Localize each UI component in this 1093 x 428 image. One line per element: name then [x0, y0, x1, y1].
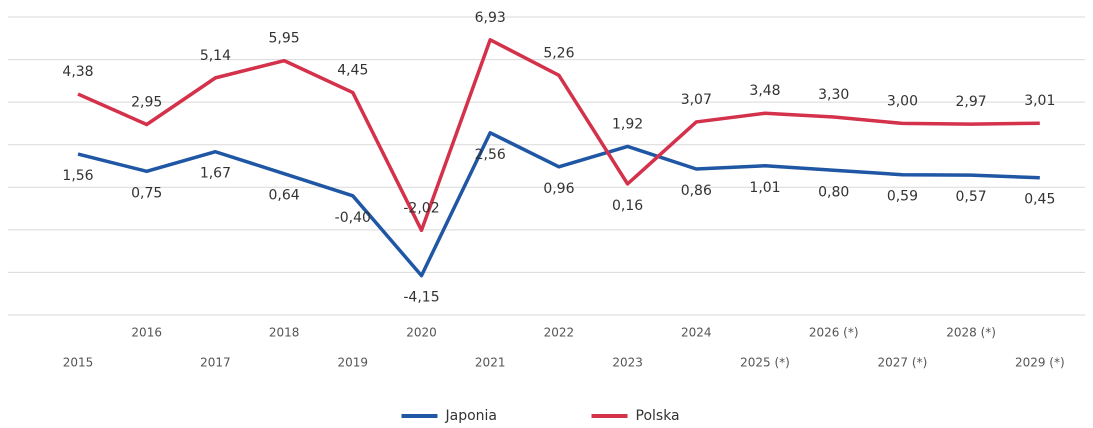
data-label: 3,07	[681, 92, 712, 108]
x-tick-label: 2023	[612, 356, 643, 370]
data-label: 2,56	[475, 147, 506, 163]
data-label: 5,95	[269, 31, 300, 47]
data-label: 0,75	[131, 185, 162, 201]
data-label: 3,48	[749, 83, 780, 99]
x-tick-label: 2017	[200, 356, 231, 370]
data-label: 2,97	[956, 94, 987, 110]
data-label: 0,64	[269, 188, 300, 204]
data-label: 4,45	[337, 63, 368, 79]
x-tick-label: 2018	[269, 326, 300, 340]
data-label: 6,93	[475, 10, 506, 26]
data-label: -4,15	[403, 290, 439, 306]
data-label: 5,14	[200, 48, 231, 64]
data-label: 3,01	[1024, 93, 1055, 109]
data-label: 0,16	[612, 198, 643, 214]
x-tick-label: 2024	[681, 326, 712, 340]
data-label: 3,00	[887, 93, 918, 109]
data-label: 2,95	[131, 94, 162, 110]
x-tick-label: 2029 (*)	[1015, 356, 1065, 370]
x-tick-label: 2015	[63, 356, 94, 370]
x-tick-label: 2025 (*)	[740, 356, 790, 370]
series-line	[77, 131, 1040, 278]
data-label: 1,01	[749, 180, 780, 196]
series-line	[77, 38, 1040, 233]
data-label: 1,67	[200, 166, 231, 182]
legend-label: Polska	[636, 408, 680, 424]
data-label: -0,40	[335, 210, 371, 226]
data-label: 0,96	[543, 181, 574, 197]
data-label: 4,38	[62, 64, 93, 80]
data-label: 1,56	[62, 168, 93, 184]
data-label: 1,92	[612, 116, 643, 132]
legend-label: Japonia	[445, 408, 498, 424]
x-tick-label: 2020	[406, 326, 437, 340]
data-label: 0,59	[887, 189, 918, 205]
data-label: 5,26	[543, 45, 574, 61]
x-tick-label: 2019	[338, 356, 369, 370]
x-tick-label: 2022	[544, 326, 575, 340]
data-label: 0,86	[681, 183, 712, 199]
x-tick-label: 2028 (*)	[946, 326, 996, 340]
data-label: 0,45	[1024, 192, 1055, 208]
x-tick-label: 2027 (*)	[878, 356, 928, 370]
x-tick-label: 2016	[131, 326, 162, 340]
data-label: 0,80	[818, 184, 849, 200]
data-label: 0,57	[956, 189, 987, 205]
x-tick-label: 2021	[475, 356, 506, 370]
data-label: 3,30	[818, 87, 849, 103]
x-tick-label: 2026 (*)	[809, 326, 859, 340]
data-label: -2,02	[403, 200, 439, 216]
